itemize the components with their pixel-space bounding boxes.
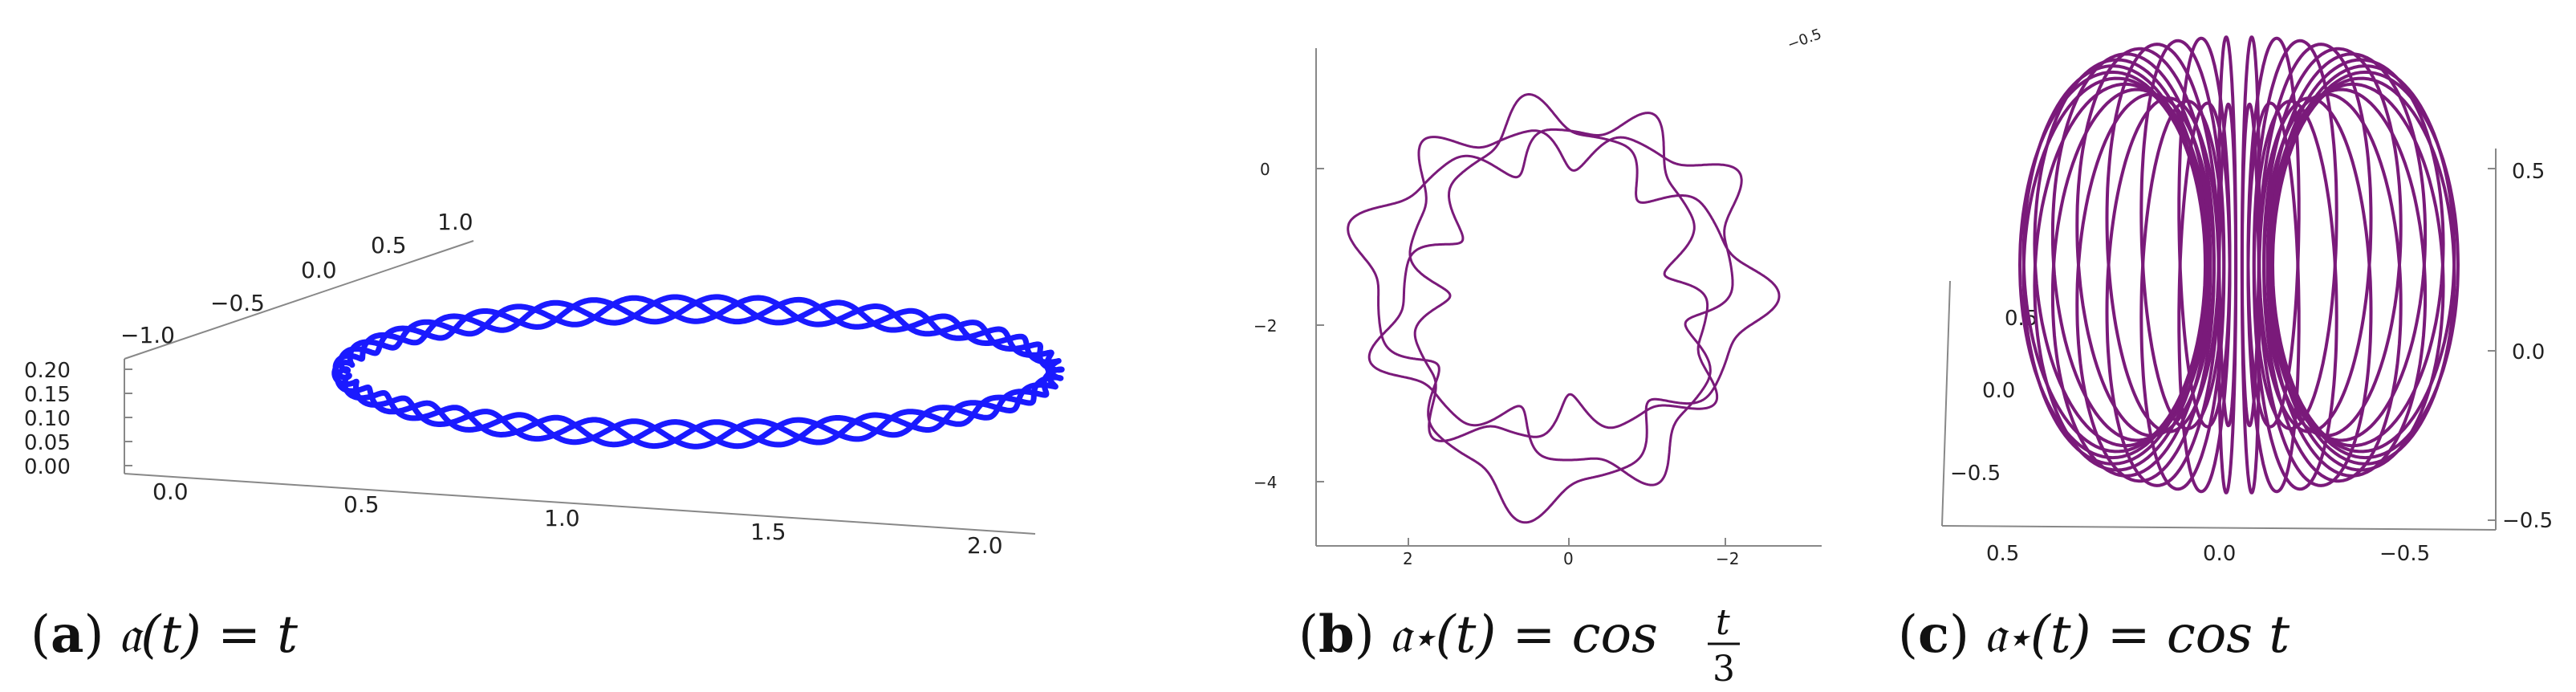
panel-a: 0.20 0.15 0.10 0.05 0.00 −1.0 −0.5 0.0 0… [24,209,1065,559]
surface-loop [2216,35,2238,428]
surface-loop [2240,35,2261,428]
surface-loop [2246,101,2301,494]
x-tick: 0 [1563,549,1574,568]
caption-b: (b) 𝔞⋆(t) = cos t 3 [1298,602,1740,690]
caption-c: (c) 𝔞⋆(t) = cos t [1898,604,2290,665]
panel-a-x-ticks: 0.0 0.5 1.0 1.5 2.0 [152,478,1003,559]
bottom-tick: 0.5 [1986,542,2019,566]
ring-strand [335,294,1062,450]
x-tick: 1.5 [750,519,786,545]
hourglass-surface-curve [2018,35,2460,495]
x-tick: 2.0 [967,532,1003,559]
surface-loop [2075,47,2216,438]
panel-c-axes [1941,149,2497,531]
right-tick: 0.5 [2512,160,2545,184]
panel-c: 0.5 0.0 −0.5 0.5 0.0 −0.5 0.5 0.0 −0.5 [1941,35,2553,566]
z-tick: 0.15 [24,383,71,407]
surface-loop [2075,92,2216,483]
fraction-numerator: t [1716,602,1730,643]
z-tick: 0.20 [24,359,71,383]
x-tick: 2 [1403,549,1413,568]
y-tick: 1.0 [437,209,473,235]
surface-loop [2105,43,2220,434]
bottom-tick: 0.0 [2203,542,2236,566]
y-tick: −1.0 [120,322,175,348]
panel-a-z-ticks: 0.20 0.15 0.10 0.05 0.00 [24,359,71,479]
panel-b: 0 −2 −4 2 0 −2 −0.5 [1253,26,1824,568]
left-tick: −0.5 [1950,462,2001,486]
surface-loop [2177,36,2232,429]
y-tick: 0 [1260,160,1270,179]
right-tick: 0.0 [2512,340,2545,364]
braided-ring-curve [331,294,1065,450]
surface-loop [2252,39,2338,431]
surface-loop [2265,52,2428,442]
panel-a-y-ticks: −1.0 −0.5 0.0 0.5 1.0 [120,209,473,348]
surface-loop [2139,39,2226,431]
y-tick: −0.5 [210,290,265,316]
y-tick: 0.5 [371,232,407,258]
corner-label: −0.5 [1786,26,1824,54]
surface-loop [2257,43,2373,434]
surface-loop [2246,36,2301,429]
x-tick: 0.0 [152,478,189,505]
surface-loop [2269,82,2445,472]
svg-text:(c)𝔞⋆(t) = cos t: (c) 𝔞⋆(t) = cos t [1898,604,2290,665]
surface-loop [2270,64,2456,454]
panel-a-axes [124,240,1036,535]
ring-strand [331,295,1065,450]
surface-loop [2262,92,2403,483]
right-tick: −0.5 [2502,509,2553,533]
svg-text:(a)𝔞(t) = t: (a) 𝔞(t) = t [30,604,298,665]
z-tick: 0.05 [24,431,71,455]
z-tick: 0.10 [24,407,71,431]
y-tick: −4 [1253,473,1277,492]
surface-loop [2050,52,2212,442]
caption-a: (a) 𝔞(t) = t [30,604,298,665]
left-tick: 0.0 [1982,379,2015,403]
surface-loop [2177,101,2232,494]
x-tick: 0.5 [343,491,380,518]
panel-b-axes [1315,48,1822,547]
y-tick: 0.0 [301,257,337,283]
bottom-tick: −0.5 [2379,542,2430,566]
surface-loop [2105,96,2220,487]
surface-loop [2033,58,2209,448]
y-tick: −2 [1253,316,1277,336]
surface-loop [2257,96,2373,487]
flower-strand [1347,93,1781,524]
surface-loop [2262,47,2403,438]
fraction-denominator: 3 [1713,649,1735,690]
svg-text:(b)𝔞⋆(t) = cos: (b) 𝔞⋆(t) = cos [1298,604,1658,665]
x-tick: 1.0 [544,505,580,531]
spiky-flower-curve [1347,93,1781,524]
z-tick: 0.00 [24,455,71,479]
x-tick: −2 [1716,549,1739,568]
